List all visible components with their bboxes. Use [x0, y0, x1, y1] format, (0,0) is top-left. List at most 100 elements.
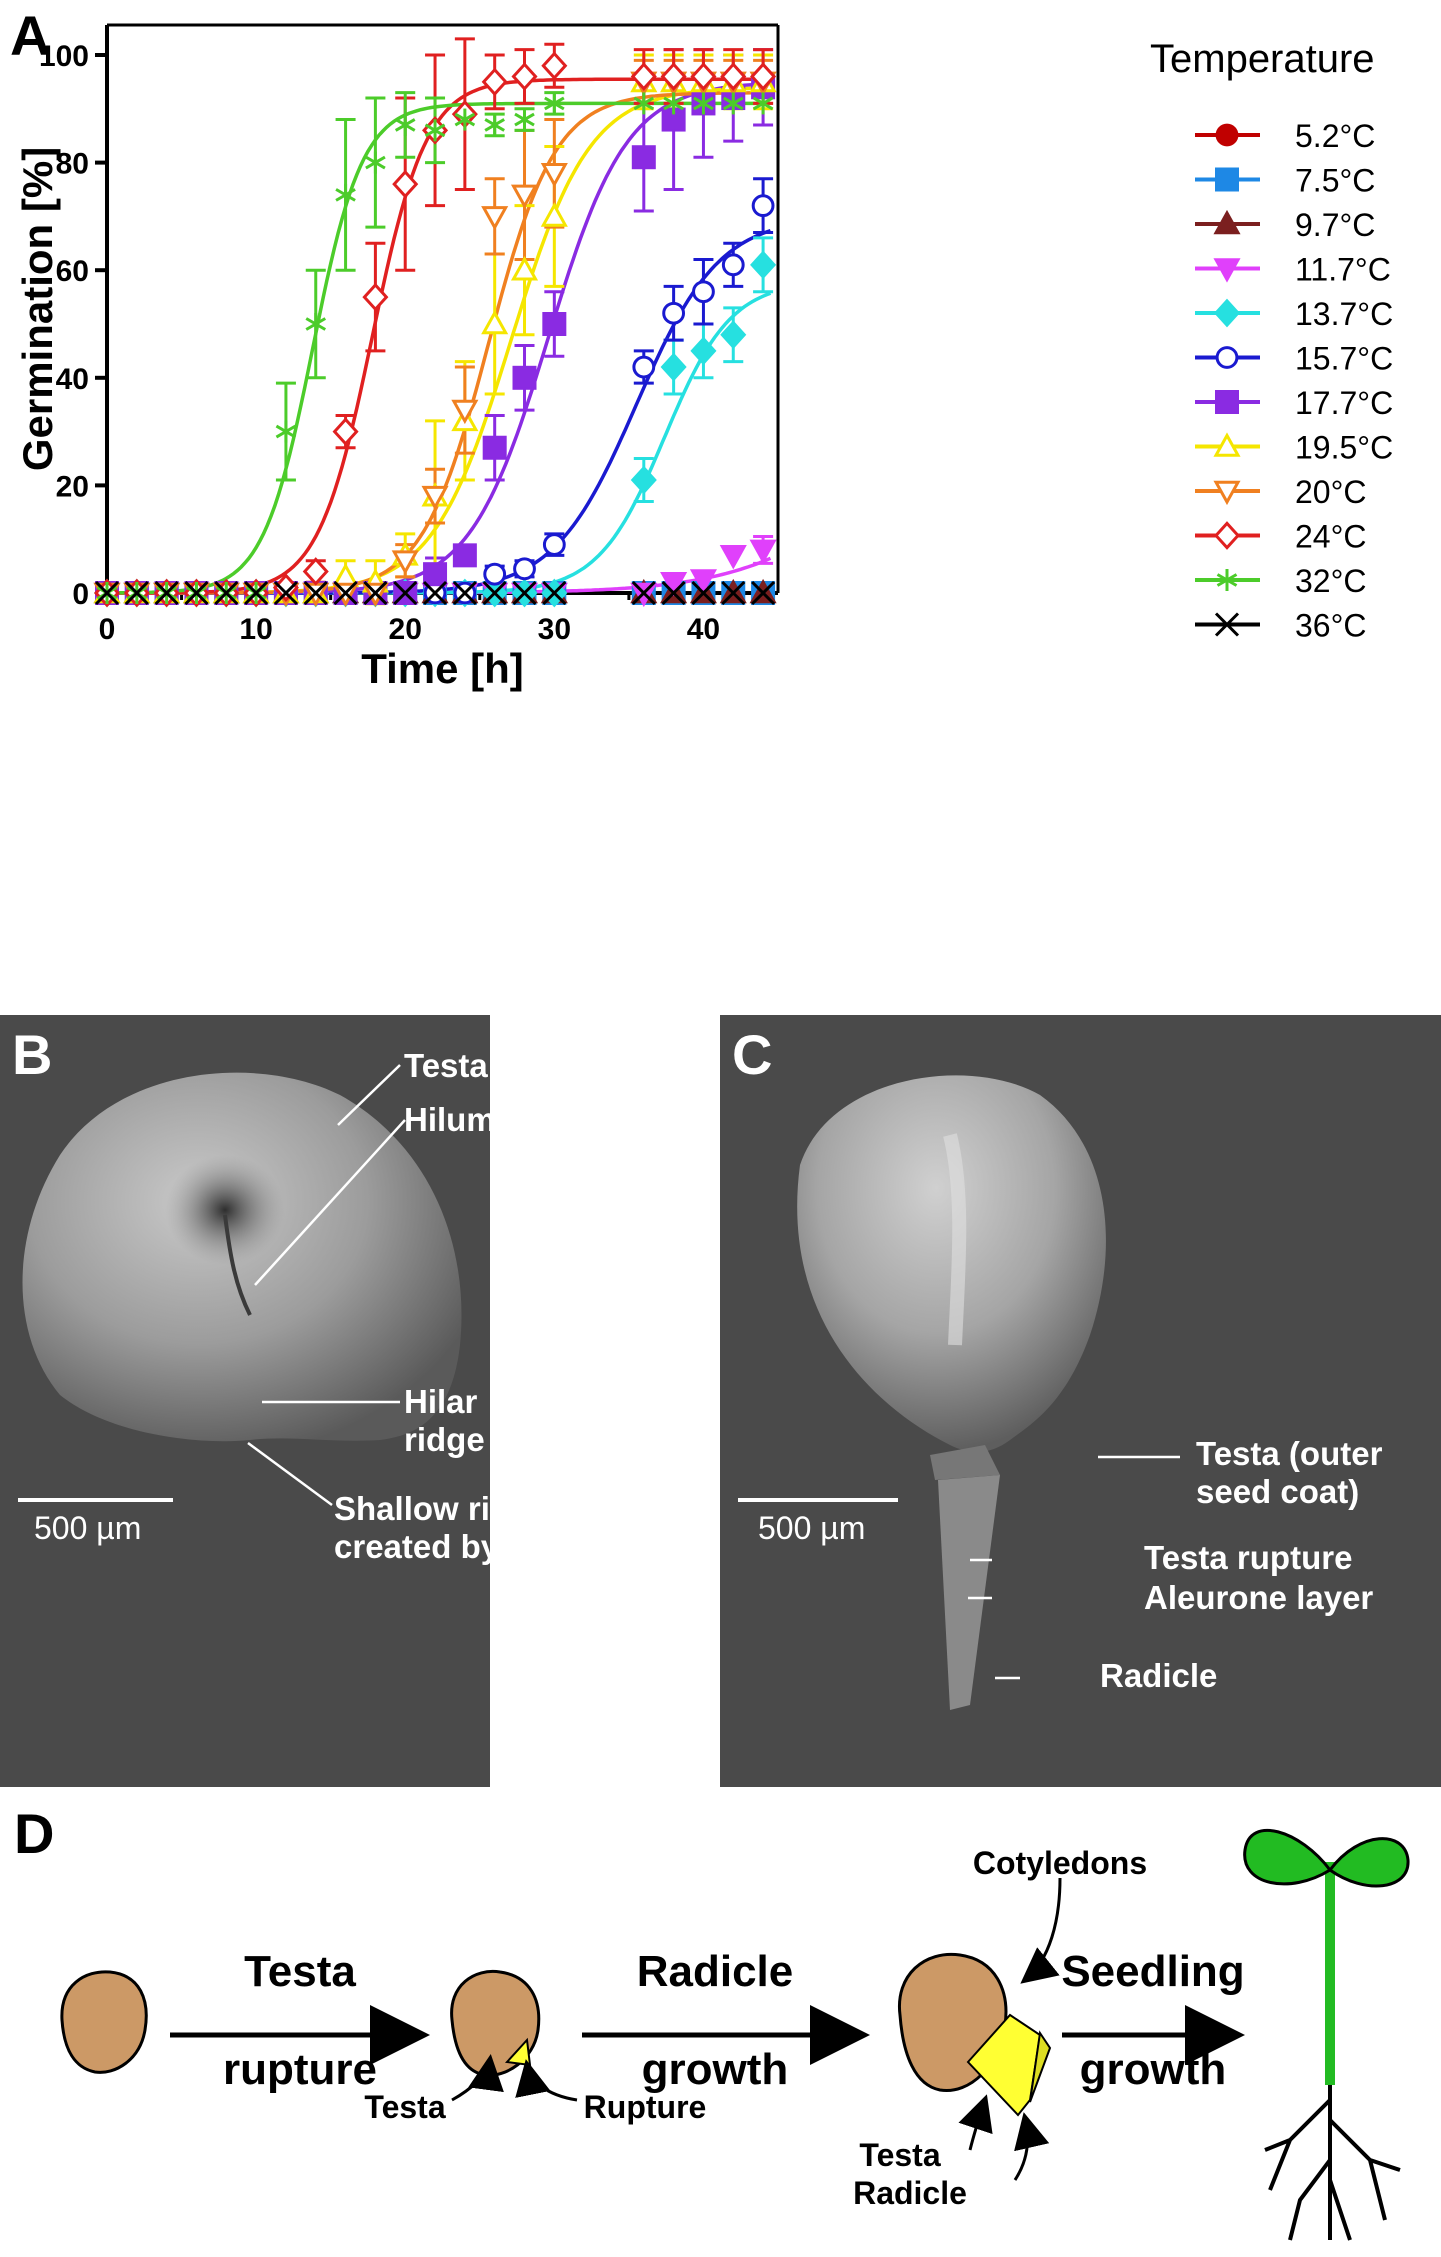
label-rupture: Rupture	[583, 2089, 707, 2125]
data-point	[542, 580, 567, 606]
data-point	[512, 365, 537, 390]
data-point	[721, 580, 746, 606]
data-point	[542, 533, 566, 556]
data-point	[393, 580, 418, 606]
data-point	[632, 355, 656, 379]
legend-title: Temperature	[1150, 37, 1375, 81]
legend-label: 24°C	[1295, 519, 1367, 555]
data-point	[540, 163, 568, 188]
label-hilar-ridge-2: ridge	[404, 1421, 485, 1458]
sem-panel-c: C Testa (outer seed coat) Testa rupture …	[720, 1015, 1441, 1787]
data-point	[720, 62, 747, 91]
scale-bar-b	[18, 1498, 173, 1502]
label-shallow-ridge-1: Shallow ridge	[334, 1490, 490, 1527]
legend-marker	[1213, 432, 1241, 457]
data-point	[631, 145, 656, 170]
label-shallow-ridge-2: created by radicle	[334, 1528, 490, 1565]
data-point	[332, 417, 359, 446]
legend-marker	[1216, 569, 1238, 591]
legend-marker	[1213, 258, 1241, 283]
data-point	[482, 435, 507, 460]
data-point	[690, 336, 717, 366]
data-point	[750, 62, 777, 91]
legend-label: 17.7°C	[1295, 385, 1393, 421]
data-point	[482, 580, 507, 606]
data-point	[693, 92, 714, 115]
data-point	[660, 62, 687, 91]
y-tick-label: 40	[56, 363, 89, 396]
legend-marker	[1214, 612, 1240, 637]
germination-chart: 0 20 40 60 80 100 0 10 20 30 40 Time [h] Germination…	[14, 23, 1393, 692]
legend-label: 7.5°C	[1295, 163, 1375, 199]
data-point	[662, 301, 686, 325]
data-point	[542, 312, 567, 336]
data-point	[394, 113, 416, 136]
step-radicle-growth-2: growth	[641, 2045, 789, 2094]
germination-chart-panel: A 0 20 40 60 80 100 0 10 20 30 40 Time [h] Germinati…	[0, 0, 1441, 1000]
legend-marker	[1215, 167, 1239, 192]
label-testa-stage3: Testa	[859, 2137, 941, 2173]
legend-label: 20°C	[1295, 474, 1367, 510]
data-point	[422, 580, 448, 606]
label-radicle-stage3: Radicle	[853, 2175, 967, 2211]
data-point	[749, 539, 777, 565]
y-axis-label: Germination [%]	[14, 147, 61, 471]
seed-image-c	[797, 1075, 1106, 1710]
label-radicle-c: Radicle	[1100, 1657, 1218, 1694]
data-point	[514, 108, 535, 131]
legend-marker	[1215, 390, 1239, 414]
data-point	[244, 580, 269, 606]
data-point	[335, 183, 356, 206]
data-point	[633, 92, 655, 115]
legend-label: 15.7°C	[1295, 341, 1393, 377]
data-point	[510, 256, 539, 281]
data-point	[451, 399, 479, 425]
label-testa-b: Testa	[404, 1047, 488, 1084]
data-point	[184, 580, 209, 606]
step-seedling-growth-1: Seedling	[1061, 1947, 1245, 1996]
data-point	[692, 280, 715, 304]
data-point	[423, 562, 448, 587]
data-point	[660, 571, 688, 597]
label-hilar-ridge-1: Hilar	[404, 1383, 478, 1420]
callout-lines-b	[247, 1064, 406, 1507]
data-point	[391, 550, 419, 575]
data-point	[663, 92, 684, 115]
legend-marker	[1215, 346, 1239, 369]
fit-curve-32°C	[107, 101, 771, 595]
scale-bar-c	[738, 1498, 898, 1502]
seed-image-b	[22, 1072, 462, 1442]
x-tick-label: 20	[389, 613, 422, 646]
y-tick-label: 80	[56, 148, 89, 181]
data-point	[154, 580, 179, 606]
legend-label: 13.7°C	[1295, 296, 1393, 332]
x-axis-label: Time [h]	[361, 645, 524, 692]
data-point	[750, 250, 777, 280]
x-tick-label: 10	[239, 613, 272, 646]
data-point	[275, 420, 297, 443]
data-point	[302, 557, 329, 586]
data-point	[333, 580, 358, 606]
data-point	[481, 309, 509, 335]
x-tick-label: 0	[99, 613, 116, 646]
data-point	[424, 119, 446, 142]
data-point	[305, 313, 327, 335]
data-point	[511, 62, 538, 91]
germination-stages-schematic: D Testa rupture Radicle	[0, 1800, 1441, 2257]
fit-curve-20°C	[107, 91, 771, 595]
data-point	[362, 282, 389, 312]
label-testa-outer-1: Testa (outer	[1196, 1435, 1383, 1472]
legend-label: 36°C	[1295, 608, 1367, 644]
data-point	[481, 67, 508, 97]
callout-lines-c	[968, 1455, 1180, 1680]
step-testa-rupture-2: rupture	[223, 2045, 377, 2094]
legend-label: 9.7°C	[1295, 207, 1375, 243]
data-point	[452, 580, 477, 606]
legend-marker	[1213, 209, 1241, 235]
data-point	[720, 320, 747, 350]
legend-marker	[1213, 298, 1241, 328]
label-testa-stage2: Testa	[364, 2089, 446, 2125]
data-point	[540, 202, 568, 227]
data-point	[691, 580, 716, 606]
schematic-drawings	[60, 1828, 1410, 2241]
